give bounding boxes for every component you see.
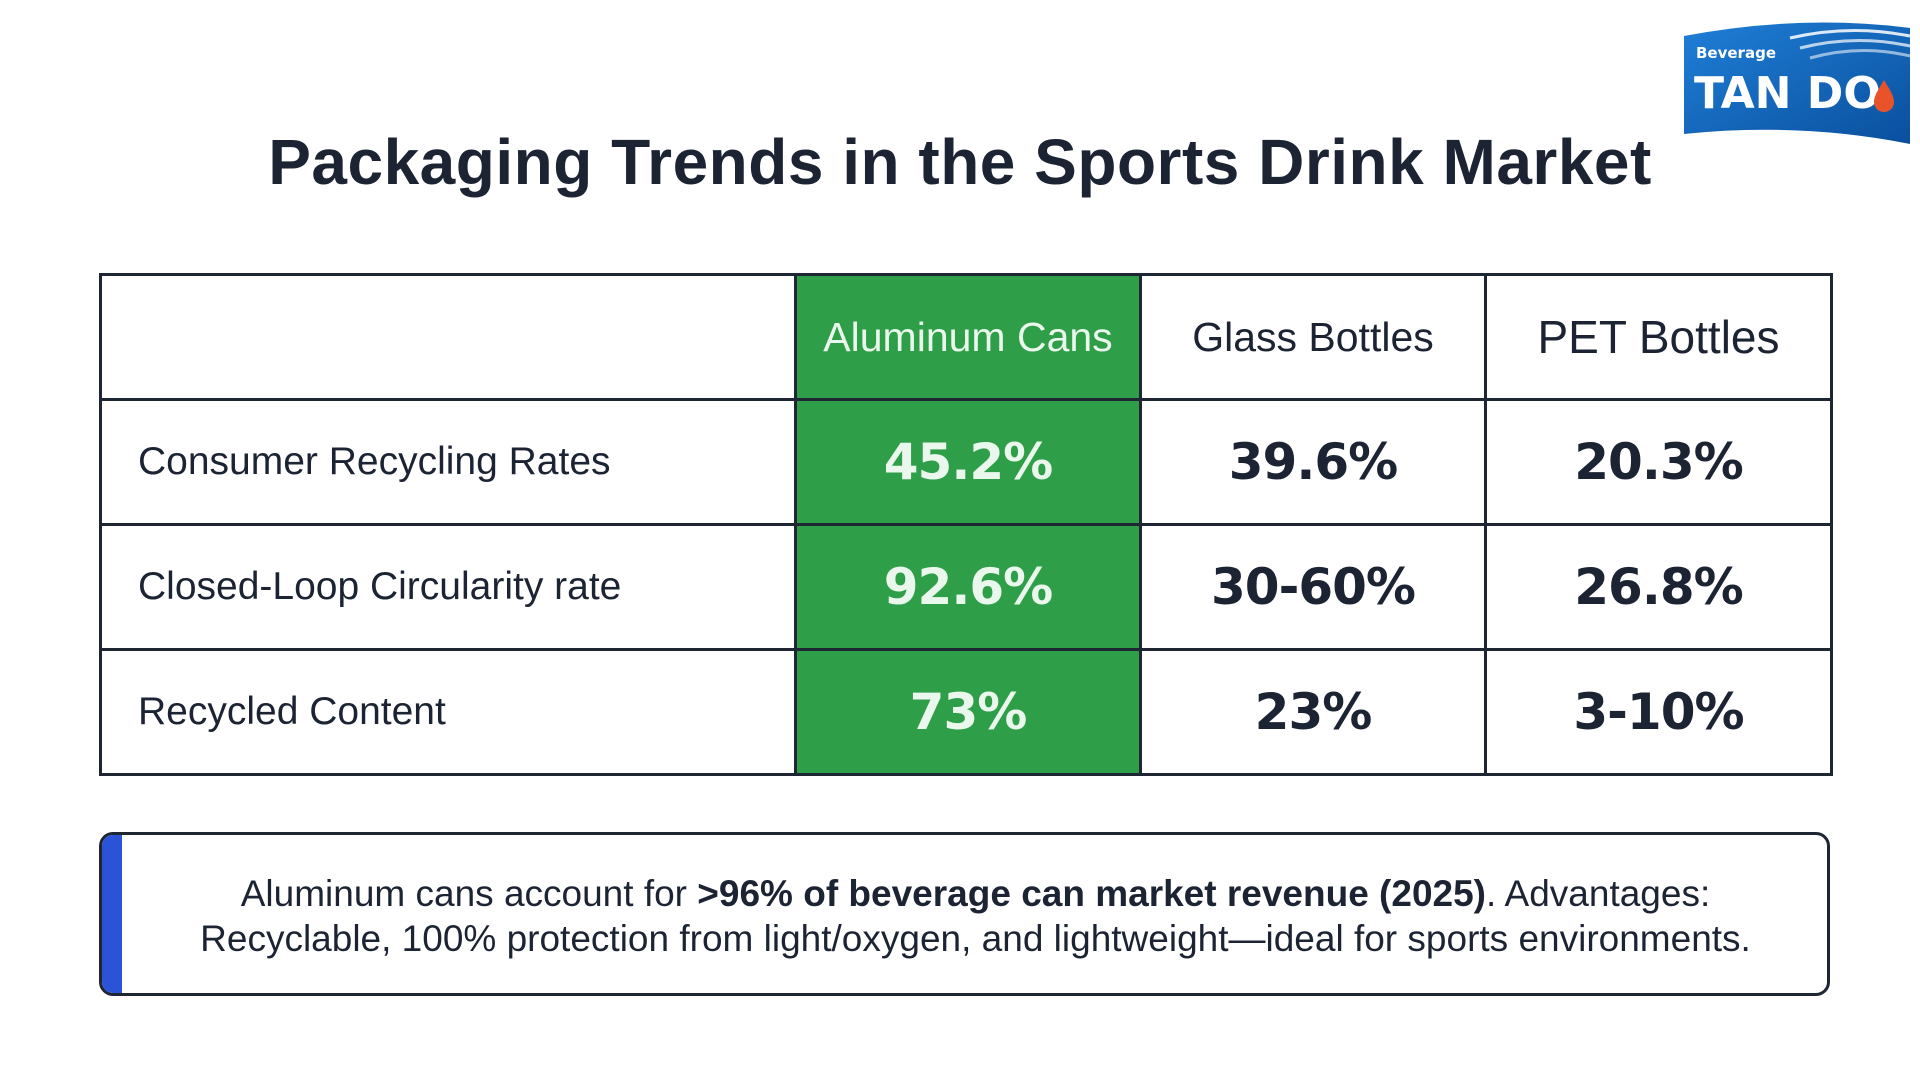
table-row: Closed-Loop Circularity rate 92.6% 30-60… [99, 523, 1833, 651]
cell-pet: 26.8% [1484, 523, 1833, 651]
drop-icon [1874, 80, 1894, 112]
header-pet-bottles: PET Bottles [1484, 273, 1833, 401]
row-label-circularity-rate: Closed-Loop Circularity rate [99, 523, 797, 651]
svg-text:Beverage: Beverage [1696, 44, 1776, 62]
callout-text-part1: Aluminum cans account for [240, 873, 698, 914]
cell-glass: 30-60% [1139, 523, 1487, 651]
brand-logo: Beverage TAN DO [1680, 22, 1912, 148]
row-label-recycled-content: Recycled Content [99, 648, 797, 776]
callout-text-bold: >96% of beverage can market revenue (202… [697, 873, 1487, 914]
callout-accent-bar [102, 835, 122, 993]
cell-aluminum: 73% [794, 648, 1142, 776]
row-label-recycling-rates: Consumer Recycling Rates [99, 398, 797, 526]
table-header-row: Aluminum Cans Glass Bottles PET Bottles [99, 273, 1833, 401]
header-empty [99, 273, 797, 401]
info-callout: Aluminum cans account for >96% of bevera… [99, 832, 1830, 996]
cell-aluminum: 45.2% [794, 398, 1142, 526]
header-glass-bottles: Glass Bottles [1139, 273, 1487, 401]
cell-glass: 23% [1139, 648, 1487, 776]
cell-glass: 39.6% [1139, 398, 1487, 526]
callout-text: Aluminum cans account for >96% of bevera… [138, 871, 1813, 961]
header-aluminum-cans: Aluminum Cans [794, 273, 1142, 401]
svg-text:TAN DO: TAN DO [1694, 68, 1881, 119]
cell-pet: 20.3% [1484, 398, 1833, 526]
cell-pet: 3-10% [1484, 648, 1833, 776]
page-title: Packaging Trends in the Sports Drink Mar… [268, 126, 1652, 198]
cell-aluminum: 92.6% [794, 523, 1142, 651]
table-row: Recycled Content 73% 23% 3-10% [99, 648, 1833, 776]
callout-text-line2: Recyclable, 100% protection from light/o… [200, 918, 1751, 959]
table-row: Consumer Recycling Rates 45.2% 39.6% 20.… [99, 398, 1833, 526]
comparison-table: Aluminum Cans Glass Bottles PET Bottles … [99, 273, 1833, 776]
callout-text-part2: . Advantages: [1486, 873, 1711, 914]
